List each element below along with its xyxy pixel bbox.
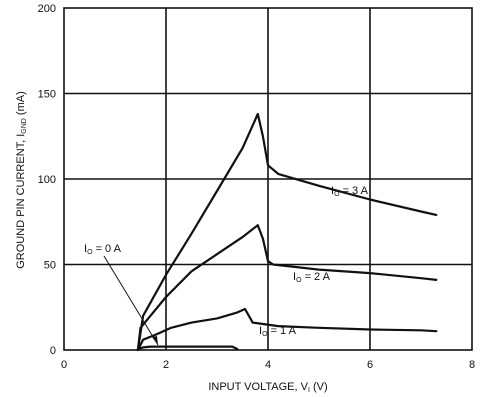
grid — [64, 8, 472, 350]
x-tick-label: 4 — [265, 359, 271, 371]
series-line — [136, 112, 438, 352]
tick-labels: 0 2 4 6 8 0 50 100 150 200 — [38, 3, 475, 371]
y-axis-title: GROUND PIN CURRENT, IGND (mA) — [15, 91, 28, 269]
x-tick-label: 8 — [469, 359, 475, 371]
y-tick-label: 50 — [44, 260, 56, 272]
plot-frame — [63, 7, 473, 351]
series-label: IO = 0 A — [84, 243, 122, 256]
series-label: IO = 1 A — [259, 325, 297, 338]
leader-arrowhead — [152, 336, 158, 345]
series-label: IO = 3 A — [331, 185, 369, 198]
x-tick-label: 2 — [163, 359, 169, 371]
series-line — [136, 307, 438, 352]
y-tick-label: 200 — [38, 3, 56, 15]
series-line — [136, 345, 239, 351]
series-labels: IO = 0 A IO = 1 A IO = 2 A IO = 3 A — [84, 185, 369, 346]
x-tick-label: 6 — [367, 359, 373, 371]
series-label: IO = 2 A — [293, 271, 331, 284]
series-lines — [136, 112, 438, 352]
x-axis-title: INPUT VOLTAGE, VI (V) — [208, 381, 327, 394]
y-tick-label: 150 — [38, 89, 56, 101]
leader-line — [103, 255, 159, 346]
y-tick-label: 100 — [38, 174, 56, 186]
y-tick-label: 0 — [50, 345, 56, 357]
series-line — [136, 224, 438, 352]
x-tick-label: 0 — [61, 359, 67, 371]
